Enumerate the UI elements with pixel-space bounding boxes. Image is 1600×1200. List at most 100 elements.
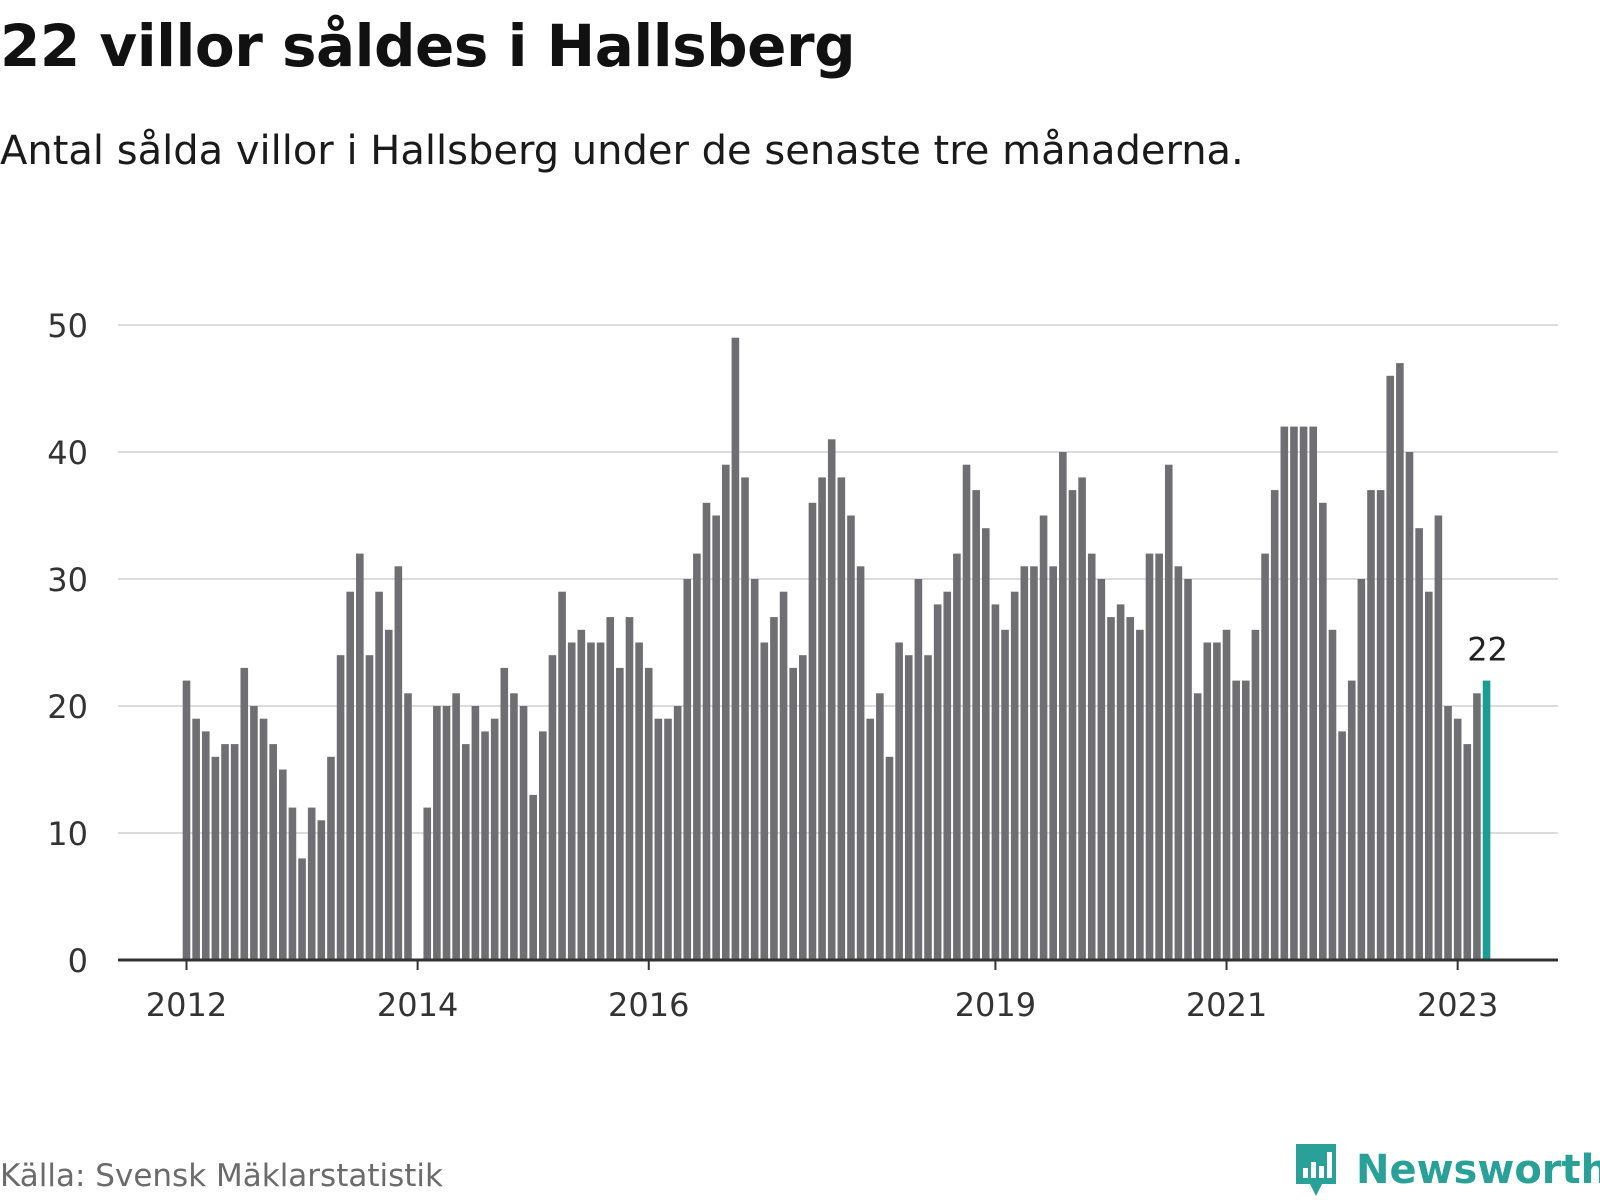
bar [721, 464, 730, 960]
bar [250, 706, 258, 960]
bar [471, 706, 480, 960]
bar [924, 655, 932, 960]
bar [606, 617, 615, 960]
bar [750, 579, 759, 960]
bar [693, 553, 701, 960]
bar [933, 604, 942, 960]
bar [1068, 490, 1077, 960]
bar [490, 718, 499, 960]
bar [635, 642, 643, 960]
x-tick-label: 2014 [377, 986, 458, 1024]
bar [1405, 452, 1414, 960]
bar [1463, 744, 1472, 960]
bar [433, 706, 441, 960]
bar [1126, 617, 1135, 960]
bar [1270, 490, 1279, 960]
bar [288, 807, 297, 960]
bar [991, 604, 1000, 960]
bar [779, 591, 788, 960]
y-axis-ticks: 0 10 20 30 40 50 [47, 307, 88, 980]
bar [731, 337, 740, 960]
bar [1386, 375, 1395, 960]
bar [596, 642, 605, 960]
bar [1097, 579, 1106, 960]
bar [307, 807, 316, 960]
bar [847, 515, 855, 960]
bar [1164, 464, 1173, 960]
bar [529, 794, 537, 960]
bar [539, 731, 547, 960]
bar [452, 693, 460, 960]
bar [683, 579, 692, 960]
bar [1251, 629, 1260, 960]
bar [1107, 617, 1115, 960]
bar [298, 858, 306, 960]
bar [279, 769, 287, 960]
bar [1376, 490, 1385, 960]
bar [1184, 579, 1192, 960]
bar [1309, 426, 1318, 961]
bar [962, 464, 971, 960]
bar [1010, 591, 1019, 960]
bar [1232, 680, 1240, 960]
bar [558, 591, 566, 960]
bar [895, 642, 903, 960]
bar [500, 667, 509, 960]
bar [1030, 566, 1038, 960]
bar [712, 515, 720, 960]
bar [837, 477, 846, 960]
bar [1155, 553, 1163, 960]
bar [192, 718, 200, 960]
bar [741, 477, 749, 960]
brand-logo: Newsworthy [1292, 1140, 1600, 1200]
bar [182, 680, 191, 960]
bar [221, 744, 229, 960]
bar [259, 718, 268, 960]
bar [481, 731, 489, 960]
bar [1357, 579, 1366, 960]
bar [423, 807, 432, 960]
bar [770, 617, 778, 960]
bar [375, 591, 383, 960]
y-tick-label: 20 [47, 688, 88, 726]
bar [1415, 528, 1423, 960]
bar [365, 655, 374, 960]
bar [818, 477, 826, 960]
bar [230, 744, 239, 960]
bar [1280, 426, 1289, 961]
x-tick-label: 2012 [146, 986, 227, 1024]
bar [1020, 566, 1029, 960]
bar [1078, 477, 1086, 960]
bar [827, 439, 836, 960]
bar [336, 655, 345, 960]
bar [1242, 680, 1250, 960]
bar [1338, 731, 1346, 960]
bar [981, 528, 990, 960]
bar [1261, 553, 1269, 960]
bar [1453, 718, 1462, 960]
bar [702, 502, 711, 960]
bar [808, 502, 817, 960]
bar [1145, 553, 1154, 960]
bar [664, 718, 672, 960]
chart-title: 22 villor såldes i Hallsberg [0, 12, 856, 80]
highlight-value-label: 22 [1467, 631, 1508, 669]
bar [269, 744, 277, 960]
bar [201, 731, 210, 960]
bar [567, 642, 576, 960]
bar [327, 756, 335, 960]
bar [346, 591, 355, 960]
source-note: Källa: Svensk Mäklarstatistik [0, 1158, 443, 1194]
bar [1174, 566, 1183, 960]
bar [673, 706, 682, 960]
bar [1116, 604, 1125, 960]
x-tick-label: 2023 [1417, 986, 1498, 1024]
bar [548, 655, 557, 960]
bar [510, 693, 518, 960]
bar [914, 579, 923, 960]
bar [461, 744, 470, 960]
bar [1319, 502, 1327, 960]
bar [1473, 693, 1481, 960]
bar [616, 667, 624, 960]
